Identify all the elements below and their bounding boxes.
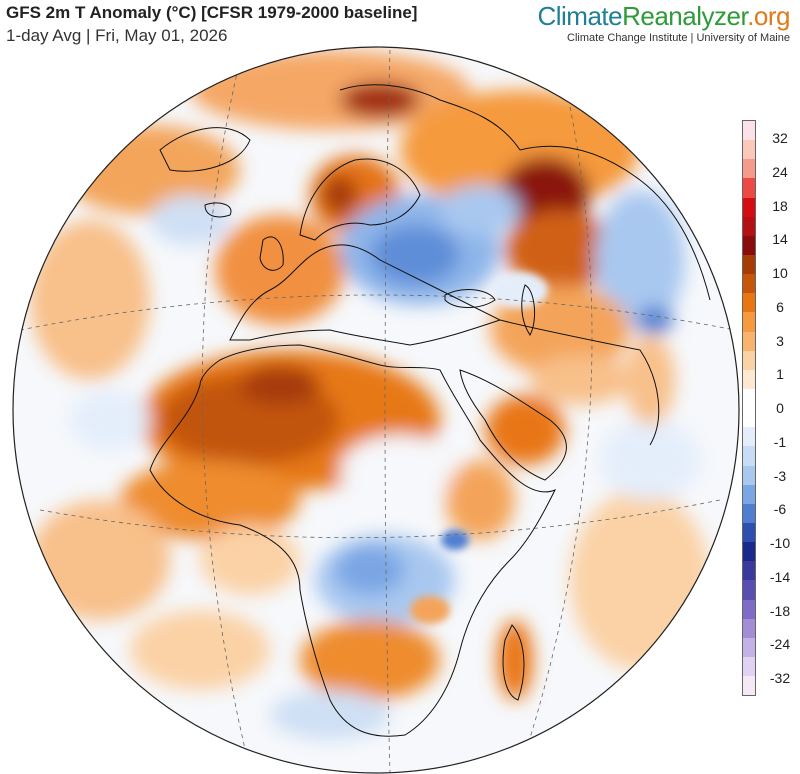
colorbar-tick-label: 6: [776, 298, 784, 315]
colorbar-segment: [743, 293, 755, 313]
globe-outline: [12, 46, 740, 774]
colorbar-segment: [743, 216, 755, 236]
colorbar-segment: [743, 465, 755, 485]
colorbar-segment: [743, 140, 755, 160]
colorbar-tick-label: -14: [769, 568, 791, 585]
colorbar-tick-label: 18: [772, 197, 788, 214]
colorbar-segment: [743, 178, 755, 198]
colorbar-tick-label: 3: [776, 332, 784, 349]
colorbar-segment: [743, 618, 755, 638]
brand-logo-part-climate: Climate: [537, 1, 623, 31]
colorbar-segment: [743, 159, 755, 179]
colorbar-segment: [743, 331, 755, 351]
colorbar-segment: [743, 580, 755, 600]
colorbar-segment: [743, 121, 755, 141]
map-title: GFS 2m T Anomaly (°C) [CFSR 1979-2000 ba…: [6, 3, 418, 22]
brand-logo-part-org: .org: [747, 1, 790, 31]
brand-logo-part-reanalyzer: Reanalyzer: [622, 1, 748, 31]
map-subtitle: 1-day Avg | Fri, May 01, 2026: [6, 26, 228, 45]
colorbar-segment: [743, 656, 755, 677]
colorbar-tick-label: 0: [776, 400, 784, 416]
colorbar-tick-label: -18: [769, 602, 791, 619]
colorbar-segment: [743, 542, 755, 562]
coastlines: [149, 84, 711, 737]
colorbar-tick-label: 24: [772, 163, 788, 180]
colorbar-segment: [743, 197, 755, 217]
colorbar-segment: [743, 676, 755, 696]
colorbar: [742, 120, 756, 696]
colorbar-tick-label: -3: [773, 467, 787, 484]
colorbar-segment: [743, 522, 755, 543]
colorbar-segment: [743, 312, 755, 332]
colorbar-segment: [743, 561, 755, 581]
colorbar-segment: [743, 274, 755, 294]
colorbar-tick-label: 1: [776, 366, 784, 383]
colorbar-tick-label: 10: [772, 265, 788, 281]
colorbar-segment: [743, 484, 755, 504]
colorbar-segment: [743, 427, 755, 447]
colorbar-tick-label: -10: [769, 535, 791, 551]
brand-logo[interactable]: ClimateReanalyzer.org: [537, 1, 790, 32]
colorbar-segment: [743, 503, 755, 523]
graticule-lines: [19, 49, 736, 773]
colorbar-labels: 32 24 18 14 10 6 3 1 0 -1 -3 -6 -10 -14 -18 -24 -32: [762, 120, 800, 696]
colorbar-segment: [743, 637, 755, 657]
colorbar-segment: [743, 388, 755, 409]
colorbar-tick-label: 14: [772, 231, 788, 248]
colorbar-tick-label: -32: [769, 670, 791, 686]
colorbar-segment: [743, 235, 755, 255]
colorbar-segment: [743, 408, 755, 428]
colorbar-segment: [743, 446, 755, 466]
colorbar-tick-label: -24: [769, 636, 791, 653]
colorbar-tick-label: -1: [773, 433, 787, 450]
colorbar-segment: [743, 254, 755, 275]
colorbar-segment: [743, 369, 755, 389]
brand-subtitle: Climate Change Institute | University of…: [567, 32, 790, 44]
colorbar-tick-label: -6: [773, 501, 787, 518]
colorbar-segment: [743, 350, 755, 370]
colorbar-tick-label: 32: [772, 130, 788, 146]
colorbar-segment: [743, 599, 755, 619]
